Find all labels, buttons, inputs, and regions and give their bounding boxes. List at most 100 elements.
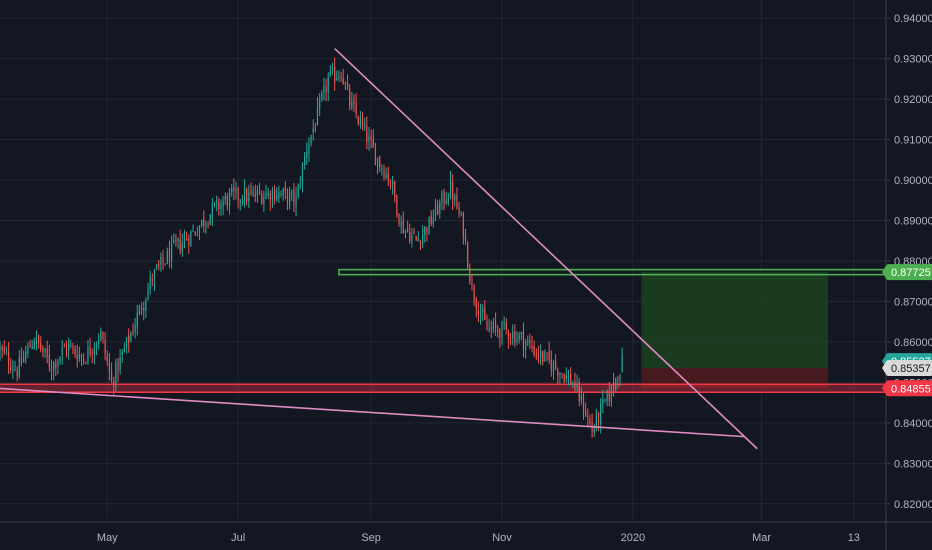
candle-body-down: [546, 352, 548, 354]
candle-body-down: [226, 195, 228, 206]
candle-body-up: [404, 229, 407, 233]
trendlines[interactable]: [0, 47, 758, 450]
candle-body-down: [80, 354, 83, 358]
candle-body-down: [452, 181, 454, 201]
candle-body-up: [308, 144, 310, 154]
candle-body-down: [7, 350, 10, 366]
candle-body-down: [555, 360, 557, 368]
candle-body-up: [196, 235, 198, 236]
candle-body-up: [306, 151, 308, 158]
entry-price-badge-pointer: [882, 359, 887, 376]
candle-body-down: [357, 116, 359, 125]
price-tick-label: 0.83000: [894, 458, 932, 470]
candle-body-down: [20, 355, 23, 364]
candle-body-down: [55, 363, 57, 368]
candle-body-up: [138, 306, 141, 315]
candle-body-down: [398, 213, 400, 224]
candle-body-up: [44, 348, 46, 352]
position-zones: [641, 272, 829, 389]
candle-body-up: [25, 352, 27, 360]
time-axis[interactable]: May Jul Sep Nov 2020 Mar 13: [0, 521, 932, 544]
candle-body-down: [273, 189, 276, 200]
candle-body-up: [304, 156, 306, 166]
price-tick-label: 0.89000: [894, 216, 932, 228]
candle-body-up: [606, 390, 608, 401]
candle-body-up: [130, 333, 132, 342]
candle-body-down: [89, 347, 91, 355]
candle-body-up: [449, 180, 452, 197]
candle-body-down: [128, 335, 130, 344]
candle-body-up: [68, 344, 70, 351]
candle-body-up: [351, 101, 353, 108]
profit-zone[interactable]: [641, 272, 829, 368]
candle-body-up: [312, 128, 314, 133]
candle-body-down: [507, 331, 510, 339]
candle-body-down: [104, 339, 106, 354]
candle-body-up: [336, 77, 338, 81]
candle-body-up: [143, 307, 145, 312]
candle-body-up: [310, 134, 312, 144]
candle-body-up: [248, 192, 250, 202]
candle-body-up: [295, 195, 297, 206]
candle-body-up: [291, 191, 293, 193]
candle-body-up: [53, 362, 55, 371]
candle-body-up: [619, 373, 621, 380]
candle-body-down: [456, 194, 458, 210]
candle-body-up: [518, 333, 520, 340]
candle-body-down: [132, 331, 134, 334]
candle-body-up: [428, 217, 430, 235]
candle-body-up: [520, 331, 522, 335]
candle-body-up: [177, 237, 179, 242]
candle-body-up: [213, 202, 216, 206]
candle-body-down: [471, 282, 473, 285]
candle-body-down: [574, 382, 576, 390]
candle-body-up: [14, 369, 16, 370]
candle-body-down: [443, 192, 445, 204]
candle-body-up: [524, 342, 527, 351]
candle-body-down: [548, 351, 550, 360]
candle-body-down: [475, 299, 477, 309]
candle-body-up: [331, 67, 334, 70]
candle-body-down: [497, 329, 499, 332]
candle-body-down: [233, 187, 235, 191]
candle-body-down: [334, 66, 336, 82]
candle-body-up: [18, 357, 20, 377]
descending-trendline[interactable]: [334, 47, 758, 450]
candle-body-up: [201, 219, 203, 227]
candle-body-up: [615, 378, 617, 392]
candle-body-down: [561, 372, 563, 374]
candle-body-down: [117, 361, 119, 373]
candle-body-up: [316, 106, 319, 126]
candle-body-up: [278, 191, 280, 199]
candle-body-up: [488, 328, 490, 331]
candle-body-down: [505, 322, 507, 330]
candle-body-up: [565, 374, 567, 380]
candle-body-down: [409, 232, 411, 243]
candle-body-down: [164, 263, 166, 265]
candle-body-down: [486, 320, 488, 330]
candle-body-up: [417, 238, 419, 242]
candle-body-down: [597, 413, 600, 423]
lower-trendline[interactable]: [0, 387, 745, 438]
entry-price-badge: [887, 359, 932, 376]
candle-body-up: [222, 201, 224, 207]
candle-body-up: [512, 331, 514, 339]
candle-body-up: [57, 361, 59, 367]
candle-body-up: [35, 335, 38, 342]
stop-loss-badge-label: 0.84855: [891, 383, 931, 395]
price-tick-label: 0.82000: [894, 499, 932, 511]
candle-body-down: [396, 195, 398, 216]
candle-body-down: [402, 220, 404, 233]
candle-body-up: [271, 191, 274, 199]
candle-body-down: [509, 338, 512, 340]
candle-body-up: [85, 362, 87, 364]
candle-body-down: [106, 354, 108, 362]
candle-body-up: [265, 193, 267, 199]
candle-body-down: [413, 233, 415, 235]
candle-body-up: [98, 340, 100, 345]
candle-body-up: [280, 193, 282, 195]
candle-body-up: [115, 362, 117, 388]
candle-body-down: [40, 342, 42, 350]
candle-body-down: [550, 359, 552, 371]
